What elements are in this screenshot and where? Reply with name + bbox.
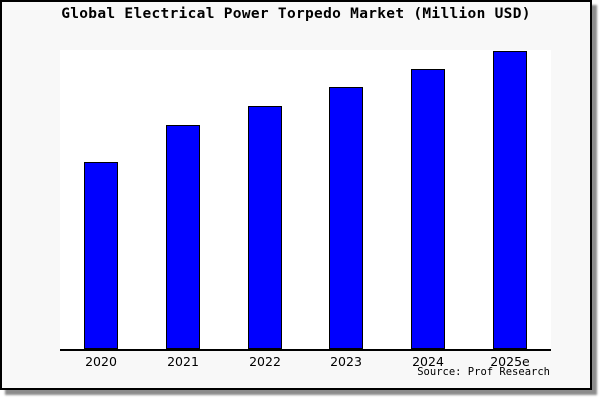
plot-area (60, 50, 551, 351)
bar-2025e (493, 51, 527, 349)
x-tick-label-2024: 2024 (412, 354, 444, 369)
chart-title: Global Electrical Power Torpedo Market (… (61, 6, 531, 22)
bar-2023 (329, 87, 363, 349)
x-tick-label-2020: 2020 (85, 354, 117, 369)
bar-2022 (248, 106, 282, 349)
bar-2020 (84, 162, 118, 349)
chart-figure: Global Electrical Power Torpedo Market (… (0, 0, 592, 390)
x-tick-label-2025e: 2025e (490, 354, 530, 369)
bar-2021 (166, 125, 200, 349)
bar-2024 (411, 69, 445, 349)
source-note: Source: Prof Research (417, 366, 550, 378)
x-tick-label-2022: 2022 (249, 354, 281, 369)
x-tick-label-2023: 2023 (330, 354, 362, 369)
x-tick-label-2021: 2021 (167, 354, 199, 369)
x-axis-labels: 2020 2021 2022 2023 2024 2025e (2, 354, 590, 369)
